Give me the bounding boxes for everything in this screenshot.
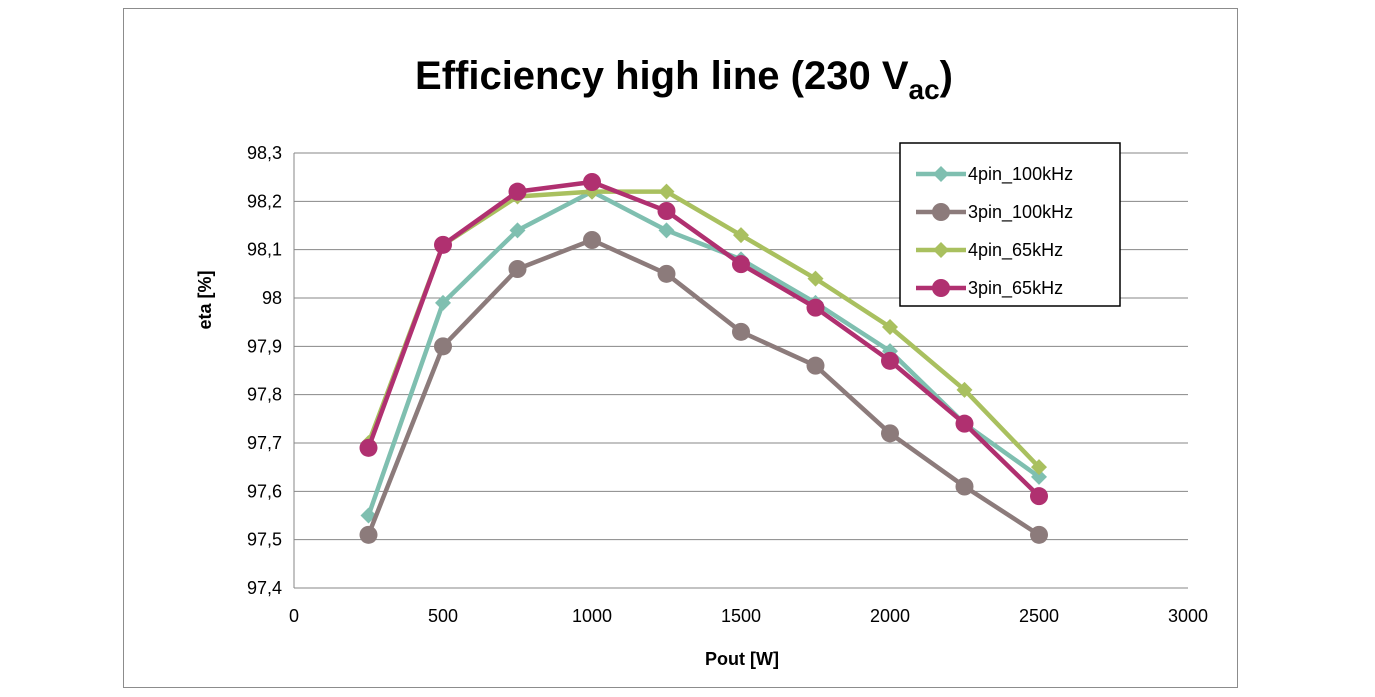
legend-swatch-marker — [932, 279, 950, 297]
data-point — [882, 319, 898, 335]
chart-frame: 97,4 97,5 97,6 97,7 97,8 97,9 98 98,1 98,2 98,3 0 5… — [123, 8, 1238, 688]
y-tick-label: 97,8 — [247, 385, 282, 405]
data-point — [732, 255, 750, 274]
axis-layer: 97,4 97,5 97,6 97,7 97,8 97,9 98 98,1 98,2 98,3 0 5… — [247, 143, 1208, 626]
legend-item: 3pin_100kHz — [916, 202, 1073, 223]
data-point — [1031, 459, 1047, 476]
x-tick-label: 1500 — [721, 606, 761, 626]
data-point — [583, 173, 601, 191]
x-tick-label: 0 — [289, 606, 299, 626]
data-point — [807, 270, 824, 287]
data-point — [956, 381, 973, 398]
y-axis-title: eta [%] — [195, 270, 215, 329]
series-3pin_100kHz — [359, 231, 1048, 544]
data-point — [1030, 525, 1048, 544]
y-tick-label: 97,6 — [247, 481, 282, 501]
series-3pin_65kHz — [359, 173, 1048, 506]
chart-title: Efficiency high line (230 Vac) — [415, 54, 953, 105]
data-point — [658, 183, 675, 200]
data-point — [658, 222, 675, 239]
data-point — [657, 264, 676, 283]
data-point — [583, 231, 601, 249]
legend-box — [899, 142, 1121, 307]
chart-title-main: Efficiency high line (230 V — [415, 54, 909, 98]
legend-label: 4pin_65kHz — [968, 240, 1063, 261]
legend: 4pin_100kHz 3pin_100kHz 4pin_65kHz 3pin_65k… — [899, 142, 1121, 307]
legend-label: 4pin_100kHz — [968, 164, 1073, 185]
data-point — [732, 322, 750, 341]
legend-swatch-marker — [933, 166, 949, 182]
series-line — [366, 179, 1041, 498]
legend-label: 3pin_65kHz — [968, 278, 1063, 299]
data-point — [881, 424, 899, 443]
y-tick-label: 98,2 — [247, 191, 282, 211]
data-point — [881, 351, 899, 370]
legend-item: 4pin_65kHz — [916, 240, 1063, 261]
data-point — [806, 298, 825, 317]
data-point — [1031, 468, 1047, 485]
chart-svg: 97,4 97,5 97,6 97,7 97,8 97,9 98 98,1 98,2 98,3 0 5… — [195, 54, 1208, 669]
data-point — [508, 182, 527, 201]
data-point — [806, 356, 825, 375]
legend-item: 3pin_65kHz — [916, 278, 1063, 299]
y-tick-label: 97,4 — [247, 578, 282, 598]
y-tick-label: 98,3 — [247, 143, 282, 163]
data-point — [1030, 487, 1048, 506]
data-point — [508, 260, 527, 278]
legend-swatch-marker — [932, 203, 950, 221]
y-tick-label: 97,7 — [247, 433, 282, 453]
data-point — [509, 222, 526, 239]
x-axis-title: Pout [W] — [705, 649, 779, 669]
data-point — [657, 202, 676, 220]
series-line — [366, 237, 1041, 537]
legend-item: 4pin_100kHz — [916, 164, 1073, 185]
data-point — [359, 525, 378, 544]
x-tick-label: 2000 — [870, 606, 910, 626]
x-tick-label: 500 — [428, 606, 458, 626]
x-tick-label: 1000 — [572, 606, 612, 626]
data-point — [955, 477, 974, 496]
data-point — [733, 227, 749, 244]
y-tick-label: 97,5 — [247, 530, 282, 550]
y-tick-label: 98,1 — [247, 240, 282, 260]
data-point — [434, 235, 452, 254]
data-point — [435, 294, 451, 311]
data-point — [359, 438, 378, 457]
data-point — [955, 414, 974, 433]
data-point — [434, 337, 452, 356]
x-tick-label: 2500 — [1019, 606, 1059, 626]
chart-title-suffix: ) — [940, 54, 953, 98]
chart-title-subscript: ac — [909, 74, 940, 105]
y-tick-label: 98 — [262, 288, 282, 308]
x-tick-label: 3000 — [1168, 606, 1208, 626]
legend-items: 4pin_100kHz 3pin_100kHz 4pin_65kHz 3pin_65k… — [916, 164, 1073, 299]
legend-swatch-marker — [933, 242, 949, 258]
series-layer — [359, 173, 1048, 544]
y-tick-label: 97,9 — [247, 336, 282, 356]
legend-label: 3pin_100kHz — [968, 202, 1073, 223]
series-line — [366, 189, 1041, 517]
